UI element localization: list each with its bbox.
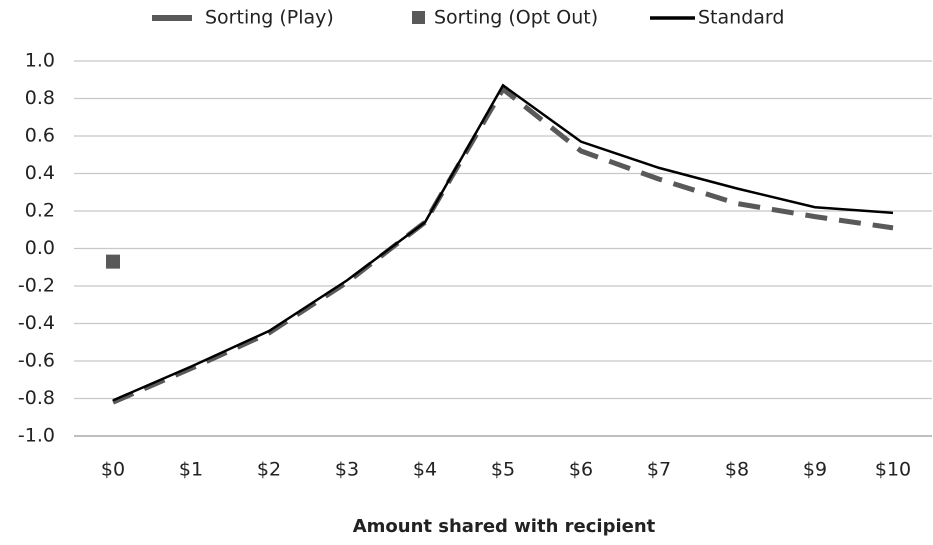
x-tick-label: $2: [257, 459, 281, 481]
x-tick-label: $0: [101, 459, 125, 481]
y-tick-label: 0.0: [25, 237, 55, 259]
x-tick-label: $7: [647, 459, 671, 481]
x-tick-label: $3: [335, 459, 359, 481]
y-tick-label: 1.0: [25, 50, 55, 72]
x-axis-label: Amount shared with recipient: [353, 516, 656, 537]
x-tick-label: $6: [569, 459, 593, 481]
series-line: [112, 85, 894, 405]
x-tick-label: $8: [725, 459, 749, 481]
y-tick-label: 0.4: [25, 162, 55, 184]
x-tick-label: $4: [413, 459, 437, 481]
y-tick-label: -0.6: [18, 350, 55, 372]
legend-label: Standard: [698, 7, 784, 29]
x-tick-label: $1: [179, 459, 203, 481]
legend-label: Sorting (Opt Out): [434, 7, 598, 29]
series-line: [112, 83, 894, 402]
y-tick-label: -0.4: [18, 312, 55, 334]
x-tick-label: $10: [875, 459, 911, 481]
legend-label: Sorting (Play): [205, 7, 334, 29]
x-tick-label: $5: [491, 459, 515, 481]
y-tick-label: -1.0: [18, 425, 55, 447]
x-tick-label: $9: [803, 459, 827, 481]
legend-swatch: [412, 11, 425, 24]
y-tick-label: 0.8: [25, 87, 55, 109]
y-tick-label: 0.6: [25, 125, 55, 147]
marker: [106, 254, 120, 269]
y-tick-label: 0.2: [25, 200, 55, 222]
y-tick-label: -0.8: [18, 387, 55, 409]
y-tick-label: -0.2: [18, 275, 55, 297]
